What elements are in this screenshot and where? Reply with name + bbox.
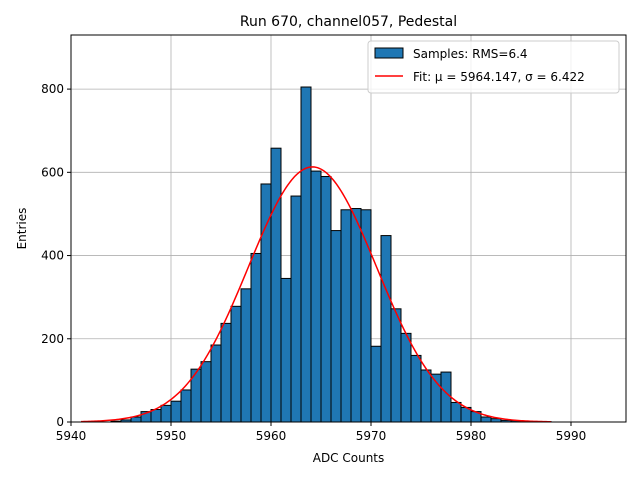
histogram-bar-33 <box>440 371 452 423</box>
x-tick-label-0: 5940 <box>56 429 87 443</box>
histogram-bar-34 <box>450 401 462 423</box>
histogram-bar-22 <box>330 230 342 423</box>
histogram-bar-10 <box>210 344 222 423</box>
histogram-bar-13 <box>240 288 252 423</box>
histogram-bar-30 <box>410 354 422 423</box>
histogram-bar-26 <box>370 345 382 423</box>
y-tick-label-2: 400 <box>41 249 64 263</box>
x-tick-label-3: 5970 <box>356 429 387 443</box>
x-axis-ticks: 5940 5950 5960 5970 5980 5990 <box>56 422 587 443</box>
histogram-bar-6 <box>170 400 182 423</box>
x-tick-label-4: 5980 <box>456 429 487 443</box>
legend-swatch-histogram <box>374 47 404 59</box>
fit-curve-group <box>80 166 552 423</box>
y-axis-ticks: 0 200 400 600 800 <box>41 82 71 429</box>
histogram-bar-11 <box>220 322 232 423</box>
histogram-bar-4 <box>150 409 162 423</box>
y-tick-label-4: 800 <box>41 82 64 96</box>
histogram-bar-9 <box>200 361 212 423</box>
histogram-bar-27 <box>380 235 392 423</box>
y-tick-label-1: 200 <box>41 332 64 346</box>
histogram-bar-16 <box>270 147 282 423</box>
histogram-bar-29 <box>400 332 412 423</box>
x-tick-label-2: 5960 <box>256 429 287 443</box>
legend-label-fit: Fit: μ = 5964.147, σ = 6.422 <box>413 70 585 84</box>
histogram-bar-24 <box>350 208 362 423</box>
histogram-bar-31 <box>420 369 432 423</box>
chart-title: Run 670, channel057, Pedestal <box>240 14 457 30</box>
histogram-bar-7 <box>180 389 192 423</box>
fit-curve <box>80 166 552 423</box>
histogram-bars <box>110 86 552 423</box>
histogram-bar-2 <box>130 416 142 423</box>
y-axis-label: Entries <box>15 208 29 250</box>
histogram-bar-37 <box>480 416 492 423</box>
histogram-bar-19 <box>300 86 312 423</box>
histogram-bar-12 <box>230 305 242 423</box>
x-axis-label: ADC Counts <box>313 451 385 465</box>
x-tick-label-1: 5950 <box>156 429 187 443</box>
histogram-bar-20 <box>310 170 322 423</box>
legend-label-histogram: Samples: RMS=6.4 <box>413 47 528 61</box>
x-tick-label-5: 5990 <box>556 429 587 443</box>
plot-frame <box>70 34 627 423</box>
histogram-bar-21 <box>320 175 332 423</box>
y-tick-label-3: 600 <box>41 165 64 179</box>
histogram-bar-23 <box>340 209 352 423</box>
legend-box <box>367 40 620 94</box>
histogram-bar-18 <box>290 195 302 423</box>
y-tick-label-0: 0 <box>56 415 64 429</box>
histogram-bar-17 <box>280 277 292 423</box>
histogram-bar-5 <box>160 404 172 423</box>
histogram-bar-28 <box>390 308 402 423</box>
legend: Samples: RMS=6.4 Fit: μ = 5964.147, σ = … <box>367 40 620 94</box>
histogram-bar-14 <box>250 252 262 423</box>
